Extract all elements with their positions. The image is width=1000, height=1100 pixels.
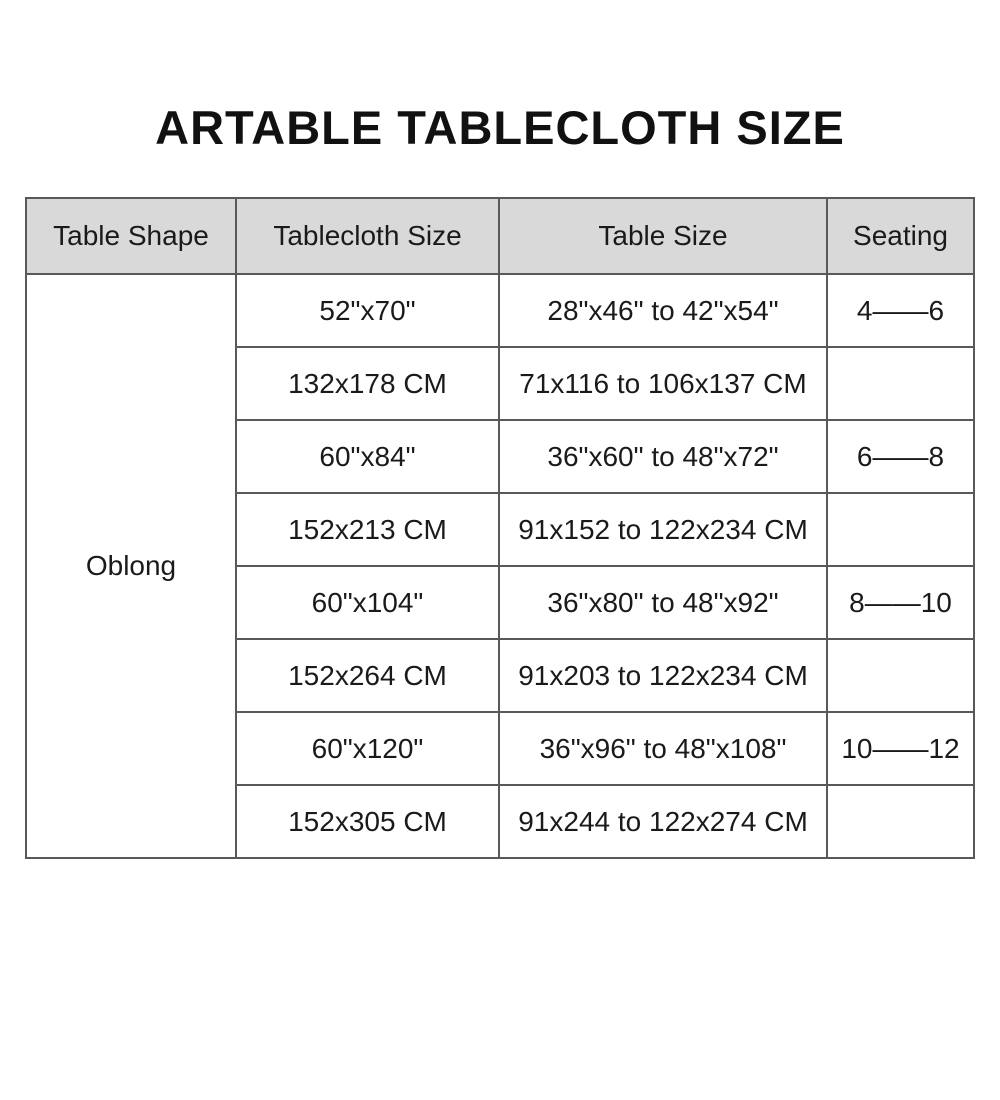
table-body: Oblong 52"x70" 28"x46" to 42"x54" 4——6 1… xyxy=(25,273,975,859)
table-row: Oblong 52"x70" 28"x46" to 42"x54" 4——6 xyxy=(25,273,975,859)
tablecloth-size-cell: 152x264 CM xyxy=(235,638,500,713)
tablecloth-size-cell: 152x213 CM xyxy=(235,492,500,567)
table-size-cell: 71x116 to 106x137 CM xyxy=(498,346,828,421)
table-row: 60"x120" 36"x96" to 48"x108" 10——12 xyxy=(26,711,975,786)
header-row: Table Shape Tablecloth Size Table Size S… xyxy=(25,197,975,275)
tablecloth-size-cell: 52"x70" xyxy=(235,273,500,348)
seating-cell: 10——12 xyxy=(826,711,975,786)
column-header-table-shape: Table Shape xyxy=(25,197,237,275)
table-size-cell: 36"x80" to 48"x92" xyxy=(498,565,828,640)
seating-cell xyxy=(826,346,975,421)
page-title: ARTABLE TABLECLOTH SIZE xyxy=(155,101,845,154)
tablecloth-size-cell: 60"x120" xyxy=(235,711,500,786)
seating-cell xyxy=(826,638,975,713)
column-header-seating: Seating xyxy=(826,197,975,275)
table-row: 152x305 CM 91x244 to 122x274 CM xyxy=(26,784,975,859)
table-size-cell: 36"x96" to 48"x108" xyxy=(498,711,828,786)
table-size-cell: 91x203 to 122x234 CM xyxy=(498,638,828,713)
tablecloth-size-cell: 152x305 CM xyxy=(235,784,500,859)
seating-cell xyxy=(826,784,975,859)
table-size-cell: 91x152 to 122x234 CM xyxy=(498,492,828,567)
seating-cell: 4——6 xyxy=(826,273,975,348)
table-row: 132x178 CM 71x116 to 106x137 CM xyxy=(26,346,975,421)
column-header-tablecloth-size: Tablecloth Size xyxy=(235,197,500,275)
table-size-cell: 28"x46" to 42"x54" xyxy=(498,273,828,348)
table-row: 152x264 CM 91x203 to 122x234 CM xyxy=(26,638,975,713)
table-row: 60"x104" 36"x80" to 48"x92" 8——10 xyxy=(26,565,975,640)
seating-cell: 6——8 xyxy=(826,419,975,494)
table-size-cell: 36"x60" to 48"x72" xyxy=(498,419,828,494)
shape-cell: Oblong xyxy=(25,273,237,859)
column-header-table-size: Table Size xyxy=(498,197,828,275)
tablecloth-size-cell: 60"x84" xyxy=(235,419,500,494)
tablecloth-size-table: Table Shape Tablecloth Size Table Size S… xyxy=(25,197,975,859)
seating-cell: 8——10 xyxy=(826,565,975,640)
table-size-cell: 91x244 to 122x274 CM xyxy=(498,784,828,859)
table-row: 60"x84" 36"x60" to 48"x72" 6——8 xyxy=(26,419,975,494)
table-header: Table Shape Tablecloth Size Table Size S… xyxy=(25,197,975,275)
tablecloth-size-cell: 60"x104" xyxy=(235,565,500,640)
tablecloth-size-cell: 132x178 CM xyxy=(235,346,500,421)
table-row: 152x213 CM 91x152 to 122x234 CM xyxy=(26,492,975,567)
seating-cell xyxy=(826,492,975,567)
